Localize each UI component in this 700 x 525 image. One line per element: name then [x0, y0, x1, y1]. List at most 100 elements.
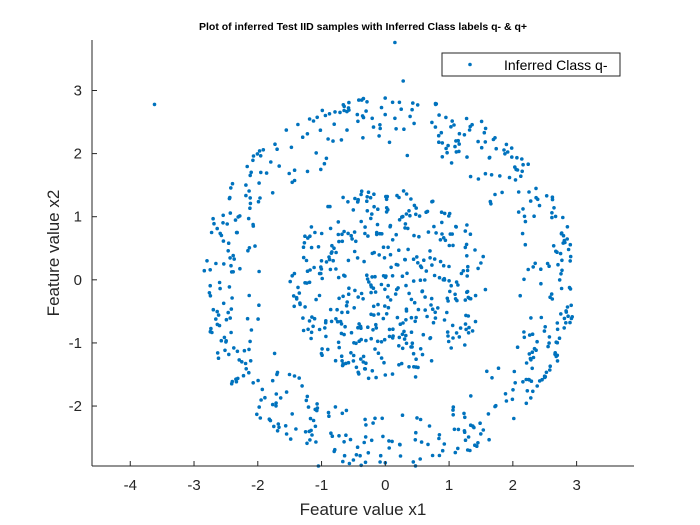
data-point — [387, 140, 392, 145]
data-point — [547, 335, 552, 339]
data-point — [365, 209, 370, 213]
data-point — [376, 312, 381, 316]
data-point — [346, 292, 351, 297]
data-point — [406, 247, 410, 252]
data-point — [228, 316, 232, 320]
data-point — [246, 248, 250, 253]
data-point — [509, 146, 514, 150]
data-point — [247, 370, 251, 375]
data-point — [251, 154, 256, 158]
data-point — [463, 245, 468, 250]
data-point — [274, 401, 278, 405]
data-point — [341, 362, 346, 367]
data-point — [404, 192, 409, 196]
data-point — [337, 296, 341, 301]
data-point — [309, 336, 313, 341]
data-point — [423, 295, 427, 299]
data-point — [301, 328, 306, 333]
data-point — [512, 369, 517, 374]
data-point — [445, 310, 449, 315]
data-point — [322, 161, 327, 166]
data-point — [379, 105, 384, 110]
data-point — [305, 281, 309, 285]
data-point — [479, 261, 483, 265]
data-point — [527, 378, 531, 382]
data-point — [522, 277, 526, 282]
data-point — [366, 376, 371, 381]
data-point — [344, 408, 349, 413]
x-ticks: -4 -3 -2 -1 0 1 2 3 — [124, 461, 581, 494]
data-point — [372, 313, 376, 317]
data-point — [485, 369, 489, 374]
data-point — [278, 396, 283, 400]
data-point — [345, 128, 349, 132]
data-point — [409, 297, 414, 302]
data-point — [373, 274, 377, 279]
data-point — [382, 255, 387, 260]
data-point — [531, 389, 535, 394]
x-tick-label: -2 — [251, 477, 264, 494]
data-point — [370, 251, 375, 256]
data-point — [522, 214, 527, 219]
data-point — [397, 218, 402, 222]
data-point — [237, 358, 241, 362]
data-point — [272, 424, 276, 429]
y-tick-label: 0 — [74, 272, 82, 289]
data-point — [539, 315, 544, 320]
data-point — [297, 291, 302, 295]
data-point — [306, 405, 311, 409]
data-point — [357, 372, 361, 376]
data-point — [341, 195, 345, 200]
data-point — [432, 257, 437, 261]
data-point — [529, 316, 533, 320]
data-point — [449, 283, 454, 288]
data-point — [303, 430, 308, 434]
data-point — [318, 128, 323, 132]
data-point — [247, 347, 251, 352]
data-point — [452, 427, 457, 432]
data-point — [512, 416, 516, 421]
data-point — [522, 330, 526, 334]
data-point — [404, 212, 409, 216]
data-point — [447, 243, 452, 248]
data-point — [244, 193, 248, 198]
data-point — [230, 296, 234, 300]
data-point — [351, 208, 356, 212]
data-point — [464, 116, 469, 121]
data-point — [361, 115, 366, 120]
data-point — [226, 249, 230, 253]
data-point — [455, 298, 459, 303]
data-point — [226, 241, 231, 245]
data-point — [365, 277, 370, 281]
data-point — [454, 225, 459, 229]
data-point — [208, 329, 213, 334]
data-point — [238, 266, 242, 271]
data-point — [568, 320, 572, 325]
data-point — [363, 435, 368, 439]
data-point — [362, 440, 367, 445]
data-point — [346, 200, 350, 204]
data-point — [449, 346, 454, 350]
data-point — [248, 201, 253, 206]
data-point — [451, 405, 456, 409]
data-point — [544, 194, 549, 198]
data-point — [353, 196, 357, 201]
data-point — [532, 346, 537, 351]
data-point — [553, 214, 558, 219]
data-point — [350, 237, 354, 241]
data-point — [312, 265, 316, 270]
data-point — [253, 244, 257, 248]
data-point — [292, 271, 297, 276]
data-point — [327, 257, 332, 262]
data-point — [426, 442, 430, 447]
data-point — [534, 186, 538, 191]
data-point — [473, 319, 478, 324]
data-point — [550, 211, 554, 215]
data-point — [313, 407, 318, 412]
data-point — [522, 335, 527, 340]
data-point — [241, 373, 246, 378]
data-point — [224, 317, 229, 322]
data-point — [258, 196, 262, 200]
data-point — [390, 274, 395, 278]
data-point — [219, 233, 224, 238]
